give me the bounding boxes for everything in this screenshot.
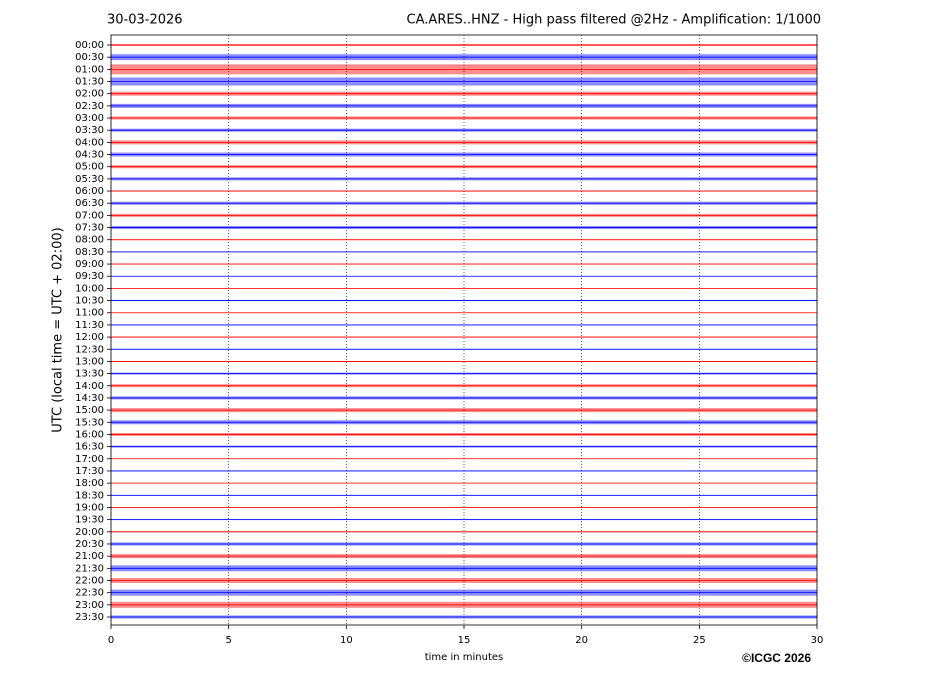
y-tick-label: 19:00 (75, 502, 104, 513)
y-tick-label: 16:00 (75, 429, 104, 440)
y-tick-label: 01:00 (75, 64, 104, 75)
y-tick-label: 15:30 (75, 417, 104, 428)
y-tick-label: 05:00 (75, 162, 104, 173)
y-tick-label: 03:30 (75, 125, 104, 136)
y-tick-label: 10:30 (75, 296, 104, 307)
trace-amplitude (111, 601, 817, 608)
y-tick-label: 13:00 (75, 356, 104, 367)
y-tick-label: 12:00 (75, 332, 104, 343)
chart-date: 30-03-2026 (107, 13, 183, 28)
y-tick-label: 04:00 (75, 137, 104, 148)
trace-amplitude (111, 506, 817, 508)
trace-amplitude (111, 140, 817, 145)
y-tick-label: 05:30 (75, 174, 104, 185)
trace-amplitude (111, 396, 817, 400)
y-tick-label: 02:00 (75, 89, 104, 100)
trace-amplitude (111, 77, 817, 86)
y-tick-label: 23:00 (75, 600, 104, 611)
trace-amplitude (111, 54, 817, 61)
trace-amplitude (111, 91, 817, 96)
y-tick-label: 23:30 (75, 612, 104, 623)
trace-amplitude (111, 336, 817, 338)
trace-amplitude (111, 116, 817, 120)
y-tick-label: 00:30 (75, 52, 104, 63)
y-tick-label: 22:00 (75, 575, 104, 586)
y-tick-label: 16:30 (75, 442, 104, 453)
trace-amplitude (111, 288, 817, 289)
trace-amplitude (111, 554, 817, 559)
x-tick-label: 0 (108, 635, 114, 646)
y-tick-label: 00:00 (75, 40, 104, 51)
trace-amplitude (111, 300, 817, 302)
trace-amplitude (111, 275, 817, 277)
y-tick-label: 08:00 (75, 235, 104, 246)
x-tick-label: 25 (693, 635, 706, 646)
trace-amplitude (111, 128, 817, 132)
y-tick-label: 22:30 (75, 588, 104, 599)
trace-amplitude (111, 177, 817, 181)
y-tick-label: 02:30 (75, 101, 104, 112)
y-tick-label: 12:30 (75, 344, 104, 355)
x-tick-label: 20 (575, 635, 588, 646)
y-tick-label: 21:00 (75, 551, 104, 562)
y-tick-label: 15:00 (75, 405, 104, 416)
trace-amplitude (111, 103, 817, 108)
y-tick-label: 09:00 (75, 259, 104, 270)
trace-amplitude (111, 312, 817, 314)
trace-amplitude (111, 324, 817, 326)
trace-amplitude (111, 531, 817, 533)
x-tick-label: 30 (811, 635, 824, 646)
y-tick-label: 20:00 (75, 527, 104, 538)
chart-title: CA.ARES..HNZ - High pass filtered @2Hz -… (407, 13, 821, 28)
trace-amplitude (111, 494, 817, 496)
y-tick-label: 09:30 (75, 271, 104, 282)
trace-amplitude (111, 384, 817, 388)
y-tick-label: 06:00 (75, 186, 104, 197)
trace-amplitude (111, 263, 817, 265)
y-tick-label: 20:30 (75, 539, 104, 550)
y-tick-label: 03:00 (75, 113, 104, 124)
y-tick-label: 07:00 (75, 210, 104, 221)
y-tick-label: 14:00 (75, 381, 104, 392)
trace-amplitude (111, 542, 817, 546)
y-tick-label: 06:30 (75, 198, 104, 209)
x-tick-label: 10 (340, 635, 353, 646)
y-tick-label: 17:00 (75, 454, 104, 465)
x-tick-label: 5 (225, 635, 231, 646)
y-axis-label: UTC (local time = UTC + 02:00) (51, 227, 66, 432)
trace-amplitude (111, 372, 817, 375)
trace-amplitude (111, 589, 817, 596)
y-tick-label: 08:30 (75, 247, 104, 258)
trace-amplitude (111, 577, 817, 583)
x-axis-label: time in minutes (425, 652, 504, 663)
y-tick-label: 04:30 (75, 150, 104, 161)
y-tick-label: 13:30 (75, 369, 104, 380)
y-tick-label: 01:30 (75, 77, 104, 88)
y-tick-label: 10:00 (75, 283, 104, 294)
trace-amplitude (111, 482, 817, 484)
y-tick-label: 21:30 (75, 563, 104, 574)
trace-amplitude (111, 152, 817, 157)
trace-amplitude (111, 519, 817, 521)
y-tick-label: 18:00 (75, 478, 104, 489)
credit: ©ICGC 2026 (742, 651, 811, 665)
plot-frame (110, 34, 818, 626)
x-tick-label: 15 (458, 635, 471, 646)
trace-amplitude (111, 348, 817, 350)
trace-amplitude (111, 64, 817, 75)
trace-amplitude (111, 565, 817, 572)
y-tick-label: 14:30 (75, 393, 104, 404)
y-tick-label: 19:30 (75, 515, 104, 526)
trace-amplitude (111, 165, 817, 169)
y-tick-label: 18:30 (75, 490, 104, 501)
y-tick-label: 11:00 (75, 308, 104, 319)
y-tick-label: 17:30 (75, 466, 104, 477)
y-tick-label: 11:30 (75, 320, 104, 331)
trace-amplitude (111, 360, 817, 362)
y-tick-label: 07:30 (75, 223, 104, 234)
